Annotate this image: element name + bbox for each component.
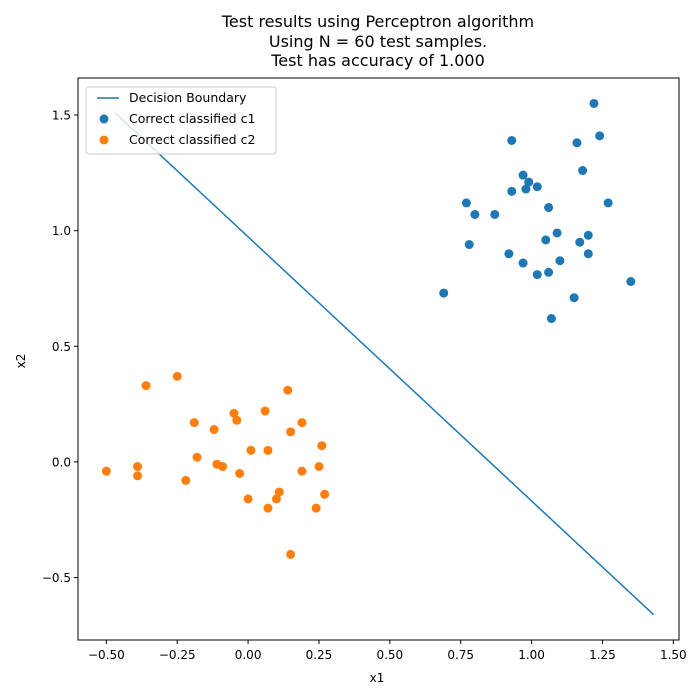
y-tick-label: 1.0	[52, 224, 71, 238]
x-tick-label: −0.25	[159, 648, 196, 662]
c2-point	[181, 475, 191, 485]
c1-point	[583, 249, 593, 259]
c1-point	[464, 240, 474, 250]
chart-title-line-1: Test results using Perceptron algorithm	[221, 12, 535, 31]
c2-point	[260, 406, 270, 416]
c1-point	[572, 138, 582, 148]
c2-point	[297, 466, 307, 476]
legend-label-c1: Correct classified c1	[129, 111, 255, 126]
legend-label-boundary: Decision Boundary	[129, 90, 247, 105]
c1-point	[507, 135, 517, 145]
x-axis-label: x1	[370, 671, 385, 685]
c1-point	[544, 203, 554, 213]
axes-frame	[77, 77, 680, 641]
c1-point	[569, 293, 579, 303]
c1-point	[524, 177, 534, 187]
c1-point	[578, 166, 588, 176]
c2-point	[189, 418, 199, 428]
c1-point	[504, 249, 514, 259]
legend-frame	[85, 86, 277, 155]
c2-point	[243, 494, 253, 504]
plot-area	[101, 98, 654, 616]
c2-point	[101, 466, 111, 476]
y-axis-label: x2	[14, 354, 28, 369]
legend: Decision Boundary Correct classified c1 …	[85, 86, 277, 155]
c2-point	[297, 418, 307, 428]
c1-point	[626, 277, 636, 287]
c2-point	[172, 371, 182, 381]
c2-point	[235, 468, 245, 478]
c2-point	[218, 462, 228, 472]
c1-point	[555, 256, 565, 266]
x-tick-label: 1.50	[660, 648, 687, 662]
y-tick-label: 0.5	[52, 340, 71, 354]
c2-point	[229, 408, 239, 418]
c1-point	[552, 228, 562, 238]
axes: −0.50 −0.25 0.00 0.25 0.50 0.75 1.00 1.25 1.50 −0…	[42, 77, 687, 662]
c1-point	[603, 198, 613, 208]
legend-c2-marker	[99, 135, 109, 145]
c1-point	[461, 198, 471, 208]
x-tick-label: 1.25	[589, 648, 616, 662]
c1-point	[532, 182, 542, 192]
c1-point	[541, 235, 551, 245]
c1-point	[546, 314, 556, 324]
c2-point	[246, 445, 256, 455]
c2-point	[317, 441, 327, 451]
c1-point	[532, 270, 542, 280]
c2-point	[209, 425, 219, 435]
c2-point	[141, 381, 151, 391]
decision-boundary-line	[114, 112, 654, 616]
c2-point	[286, 427, 296, 437]
c1-point	[583, 230, 593, 240]
c2-point	[286, 549, 296, 559]
chart-title-line-2: Using N = 60 test samples.	[268, 31, 488, 51]
y-tick-label: 1.5	[52, 109, 71, 123]
c1-point	[521, 184, 531, 194]
c2-point	[314, 462, 324, 472]
c2-point	[232, 415, 242, 425]
x-tick-label: 0.25	[306, 648, 333, 662]
c1-point	[518, 258, 528, 268]
x-tick-label: 0.00	[235, 648, 262, 662]
c1-point	[589, 98, 599, 108]
c2-point	[133, 462, 143, 472]
c1-point	[439, 288, 449, 298]
chart-title-line-3: Test has accuracy of 1.000	[271, 51, 485, 70]
c1-point	[507, 186, 517, 196]
x-tick-label: 0.75	[447, 648, 474, 662]
y-tick-label: −0.5	[42, 571, 71, 585]
chart-title: Test results using Perceptron algorithm …	[0, 12, 700, 71]
c1-point	[575, 237, 585, 247]
c2-point	[192, 452, 202, 462]
legend-c1-marker	[99, 114, 109, 124]
c2-point	[274, 487, 284, 497]
c2-point	[311, 503, 321, 513]
c2-point	[133, 471, 143, 481]
c2-point	[271, 494, 281, 504]
x-tick-label: −0.50	[88, 648, 125, 662]
c2-point	[263, 445, 273, 455]
legend-label-c2: Correct classified c2	[129, 132, 255, 147]
x-tick-label: 0.50	[376, 648, 403, 662]
c1-point	[490, 209, 500, 219]
c1-point	[518, 170, 528, 180]
c2-point	[263, 503, 273, 513]
y-tick-label: 0.0	[52, 455, 71, 469]
c2-point	[283, 385, 293, 395]
c2-point	[320, 489, 330, 499]
c1-point	[595, 131, 605, 141]
c1-point	[544, 267, 554, 277]
c1-point	[470, 209, 480, 219]
x-tick-label: 1.00	[518, 648, 545, 662]
